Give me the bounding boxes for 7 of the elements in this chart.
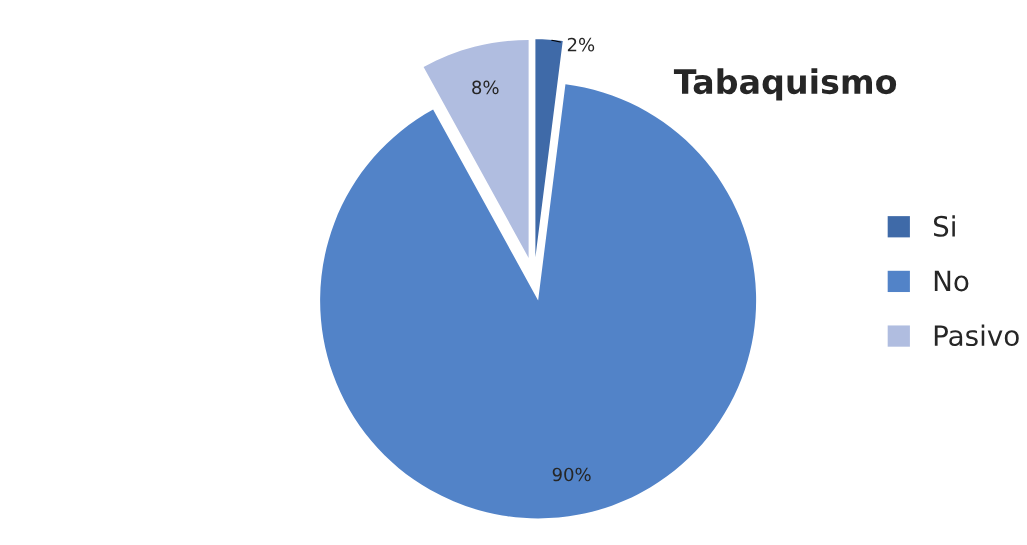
data-label: 2% bbox=[567, 37, 595, 52]
text: Tabaquismo bbox=[673, 68, 897, 101]
legend-label: Pasivo bbox=[934, 324, 1019, 347]
data-label: 8% bbox=[472, 80, 499, 95]
data-label: 90% bbox=[552, 467, 591, 482]
legend-label: No bbox=[934, 270, 969, 292]
legend-label: Si bbox=[933, 215, 955, 237]
